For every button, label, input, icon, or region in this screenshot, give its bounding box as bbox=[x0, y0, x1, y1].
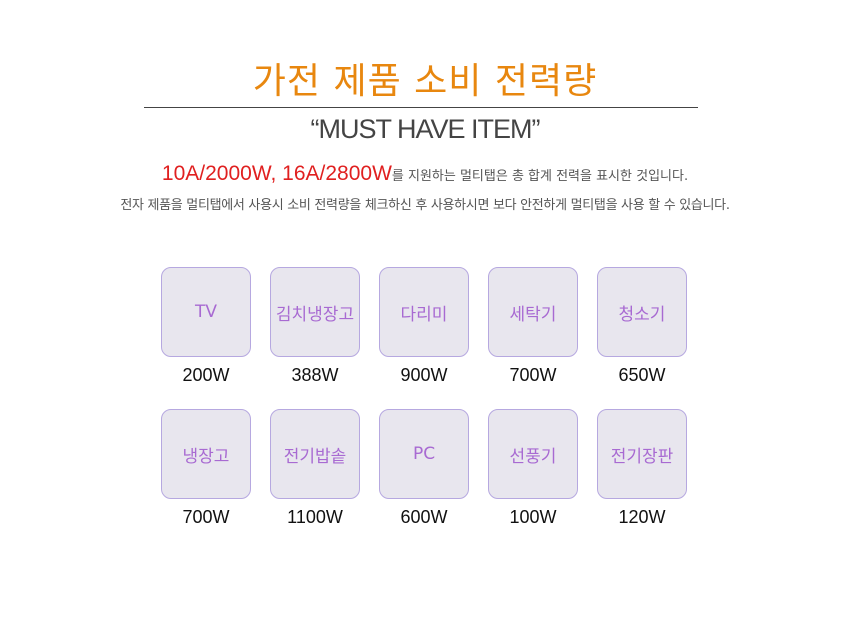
appliance-box: 선풍기 bbox=[488, 409, 578, 499]
appliance-item: 전기밥솥 1100W bbox=[260, 409, 370, 528]
appliance-watt: 700W bbox=[509, 365, 557, 385]
highlight-text: 10A/2000W, 16A/2800W bbox=[161, 162, 392, 185]
appliance-item: 청소기 650W bbox=[587, 267, 697, 386]
description-line-2: 전자 제품을 멀티탭에서 사용시 소비 전력량을 체크하신 후 사용하시면 보다… bbox=[120, 198, 730, 213]
appliance-watt: 120W bbox=[618, 507, 666, 527]
appliance-item: 전기장판 120W bbox=[587, 409, 697, 528]
appliance-name: PC bbox=[412, 444, 436, 464]
appliance-watt: 200W bbox=[182, 365, 230, 385]
appliance-item: PC 600W bbox=[369, 409, 479, 528]
appliance-box: 전기밥솥 bbox=[270, 409, 360, 499]
appliance-watt: 900W bbox=[400, 365, 448, 385]
appliance-item: 김치냉장고 388W bbox=[260, 267, 370, 386]
appliance-name: 김치냉장고 bbox=[275, 304, 355, 325]
appliance-watt: 650W bbox=[618, 365, 666, 385]
subtitle: “MUST HAVE ITEM” bbox=[310, 114, 540, 144]
appliance-watt: 100W bbox=[509, 507, 557, 527]
appliance-name: TV bbox=[194, 302, 217, 322]
appliance-name: 청소기 bbox=[618, 304, 666, 325]
appliance-watt: 600W bbox=[400, 507, 448, 527]
description-line-1: 10A/2000W, 16A/2800W를 지원하는 멀티탭은 총 합계 전력을… bbox=[0, 162, 850, 186]
appliance-item: 세탁기 700W bbox=[478, 267, 588, 386]
appliance-item: TV 200W bbox=[151, 267, 261, 386]
appliance-box: 냉장고 bbox=[161, 409, 251, 499]
page-title: 가전 제품 소비 전력량 bbox=[252, 61, 598, 102]
appliance-watt: 700W bbox=[182, 507, 230, 527]
appliance-name: 세탁기 bbox=[509, 304, 557, 325]
appliance-name: 전기밥솥 bbox=[283, 446, 347, 467]
divider bbox=[144, 107, 698, 108]
appliance-box: 다리미 bbox=[379, 267, 469, 357]
appliance-watt: 388W bbox=[291, 365, 339, 385]
appliance-box: 전기장판 bbox=[597, 409, 687, 499]
appliance-box: TV bbox=[161, 267, 251, 357]
appliance-name: 다리미 bbox=[400, 304, 448, 325]
appliance-item: 다리미 900W bbox=[369, 267, 479, 386]
appliance-item: 냉장고 700W bbox=[151, 409, 261, 528]
appliance-box: 세탁기 bbox=[488, 267, 578, 357]
appliance-name: 선풍기 bbox=[509, 446, 557, 467]
appliance-name: 전기장판 bbox=[610, 446, 674, 467]
appliance-box: 김치냉장고 bbox=[270, 267, 360, 357]
appliance-box: PC bbox=[379, 409, 469, 499]
appliance-item: 선풍기 100W bbox=[478, 409, 588, 528]
appliance-box: 청소기 bbox=[597, 267, 687, 357]
appliance-name: 냉장고 bbox=[182, 446, 230, 467]
description-rest: 를 지원하는 멀티탭은 총 합계 전력을 표시한 것입니다. bbox=[391, 169, 689, 184]
appliance-watt: 1100W bbox=[287, 507, 343, 527]
